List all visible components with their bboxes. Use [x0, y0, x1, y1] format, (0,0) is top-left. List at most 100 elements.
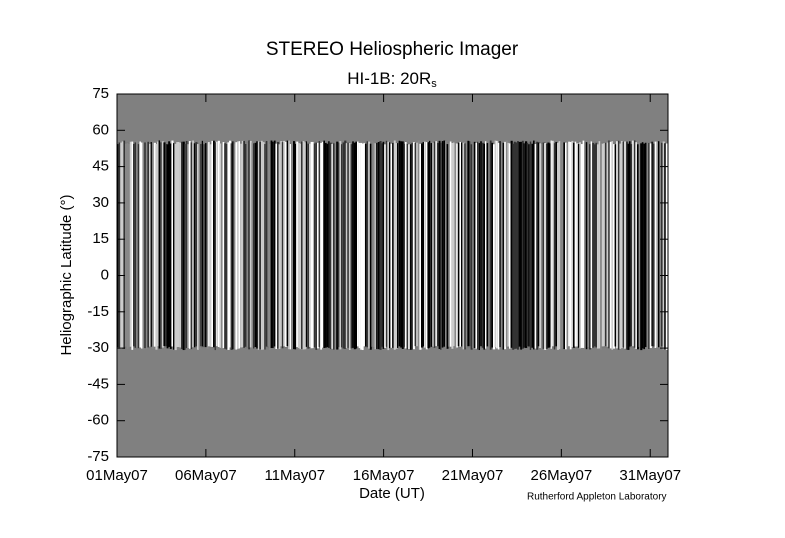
stripe — [568, 141, 570, 347]
stripe — [373, 142, 375, 348]
stripe — [598, 141, 601, 349]
stripe — [411, 142, 413, 350]
stripe — [157, 141, 159, 347]
stripe — [501, 143, 504, 349]
stripe — [318, 141, 320, 347]
stripe — [569, 141, 572, 350]
stripe — [435, 141, 437, 347]
stripe — [152, 141, 154, 349]
stripe — [341, 144, 343, 348]
stripe — [643, 143, 646, 350]
stripe — [264, 144, 266, 350]
stripe — [317, 142, 319, 349]
stripe — [624, 141, 627, 349]
stripe — [440, 142, 442, 350]
stripe — [601, 143, 604, 347]
stripe — [606, 142, 609, 347]
stripe — [209, 144, 212, 347]
stripe — [286, 140, 289, 347]
stripe — [262, 142, 265, 350]
stripe — [331, 143, 333, 349]
stripe — [409, 144, 412, 350]
stripe — [150, 142, 152, 347]
stripe — [120, 142, 123, 349]
stripe — [144, 142, 147, 349]
stripe — [161, 141, 164, 348]
stripe — [265, 141, 268, 347]
stripe — [552, 140, 554, 347]
y-tick-label: 15 — [92, 230, 109, 247]
stripe — [478, 143, 481, 351]
stripe — [649, 143, 652, 349]
stripe — [590, 141, 593, 349]
stripe — [237, 141, 239, 349]
y-tick-label: -45 — [87, 375, 109, 392]
stripe — [553, 143, 556, 350]
stripe — [283, 140, 285, 347]
stripe — [238, 141, 241, 349]
stripe — [278, 144, 281, 349]
stripe — [376, 142, 378, 350]
stripe — [221, 143, 223, 349]
stripe — [198, 140, 201, 350]
stripe — [653, 143, 656, 347]
stripe — [145, 141, 148, 349]
stripe — [512, 143, 515, 350]
stripe — [301, 141, 303, 349]
stripe — [288, 140, 290, 350]
stripe — [545, 143, 548, 349]
stripe — [629, 141, 631, 347]
stripe — [443, 140, 446, 347]
stripe — [211, 140, 214, 347]
stripe — [259, 142, 262, 350]
stripe — [464, 143, 466, 350]
stripe — [214, 142, 216, 351]
stripe — [363, 142, 365, 347]
stripe — [427, 142, 430, 349]
y-tick-label: 45 — [92, 158, 109, 175]
stripe — [529, 141, 532, 350]
stripe — [496, 140, 498, 349]
stripe — [190, 142, 193, 350]
stripe — [398, 140, 401, 347]
stripe — [160, 142, 162, 349]
stripe — [385, 140, 388, 347]
stripe — [229, 140, 232, 348]
stripe — [531, 143, 534, 348]
stripe — [118, 142, 121, 348]
stripe — [336, 141, 339, 350]
stripe — [192, 140, 194, 348]
stripe — [433, 141, 436, 348]
stripe — [195, 142, 198, 347]
stripe — [648, 143, 650, 349]
x-tick-label: 01May07 — [86, 467, 148, 484]
stripe — [550, 140, 552, 349]
stripe — [579, 142, 581, 349]
stripe — [203, 144, 205, 347]
stripe — [353, 142, 356, 350]
stripe — [486, 143, 489, 347]
stripe — [149, 143, 152, 347]
x-tick-label: 21May07 — [442, 467, 504, 484]
stripe — [473, 141, 476, 348]
stripe — [632, 140, 634, 347]
stripe — [504, 141, 507, 350]
stripe — [245, 143, 247, 347]
stripe — [321, 141, 324, 348]
credit: Rutherford Appleton Laboratory — [527, 492, 667, 503]
plot-area — [116, 93, 669, 458]
y-tick-label: 75 — [92, 85, 109, 102]
stripe — [352, 141, 354, 348]
stripe — [368, 141, 371, 349]
stripe — [467, 140, 470, 347]
y-axis-label: Heliographic Latitude (°) — [58, 194, 75, 355]
stripe — [217, 140, 220, 348]
stripe — [451, 142, 454, 349]
stripe — [281, 142, 284, 349]
stripe — [661, 142, 664, 347]
stripe — [641, 142, 644, 349]
stripe — [561, 142, 564, 349]
stripe — [608, 140, 610, 349]
stripe — [469, 141, 471, 347]
stripe — [117, 144, 119, 348]
